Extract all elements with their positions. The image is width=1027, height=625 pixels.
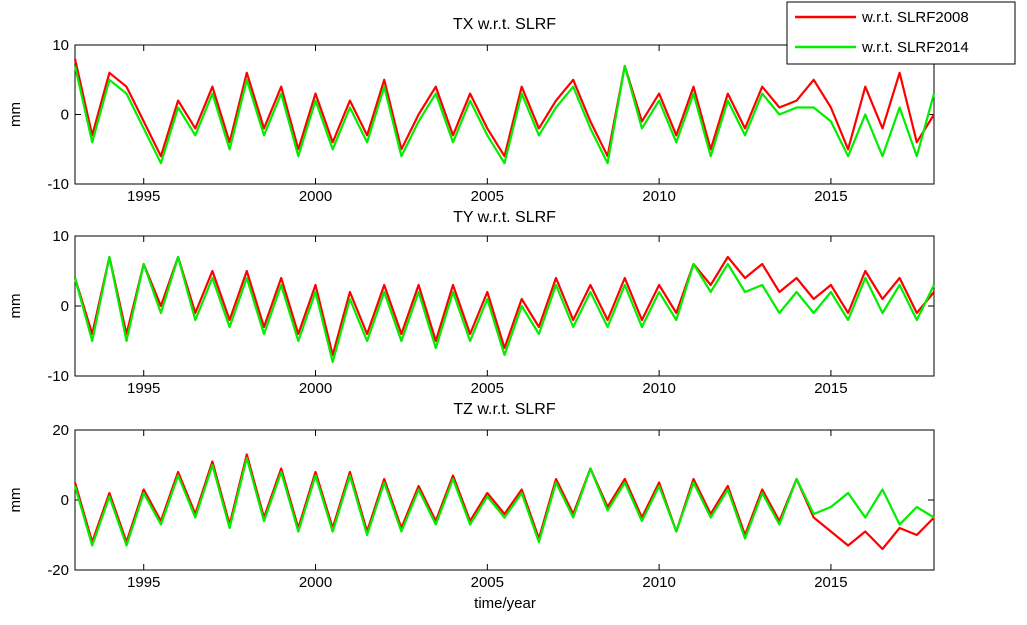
y-tick-label: 10 <box>52 37 69 54</box>
y-tick-label: 0 <box>61 492 69 509</box>
y-tick-label: -10 <box>47 368 69 385</box>
x-tick-label: 2005 <box>471 188 504 205</box>
y-tick-label: -20 <box>47 562 69 579</box>
legend-box <box>786 1 1016 65</box>
x-tick-label: 2010 <box>642 574 675 591</box>
x-tick-label: 2015 <box>814 188 847 205</box>
x-tick-label: 1995 <box>127 574 160 591</box>
x-tick-label: 2005 <box>471 574 504 591</box>
panel-title: TX w.r.t. SLRF <box>453 16 556 33</box>
x-tick-label: 2010 <box>642 188 675 205</box>
x-tick-label: 2015 <box>814 380 847 397</box>
y-tick-label: 10 <box>52 228 69 245</box>
plot-area <box>74 429 935 571</box>
legend-label-slrf2008: w.r.t. SLRF2008 <box>861 9 969 26</box>
y-tick-label: -10 <box>47 176 69 193</box>
x-tick-label: 2000 <box>299 380 332 397</box>
x-tick-label: 2015 <box>814 574 847 591</box>
series-line-w-r-t-slrf2014 <box>73 255 935 364</box>
x-tick-label: 2000 <box>299 574 332 591</box>
x-tick-label: 2000 <box>299 188 332 205</box>
x-axis-label: time/year <box>474 595 536 612</box>
series-line-w-r-t-slrf2008 <box>73 255 935 357</box>
panel-title: TY w.r.t. SLRF <box>453 209 556 226</box>
legend: w.r.t. SLRF2008 w.r.t. SLRF2014 <box>786 1 1016 65</box>
y-tick-label: 20 <box>52 422 69 439</box>
series-line-w-r-t-slrf2008 <box>73 58 935 158</box>
panel-ty: TY w.r.t. SLRF mm 1995 2000 2005 2010 2015 -10 0… <box>7 209 935 397</box>
x-tick-label: 2010 <box>642 380 675 397</box>
series-line-w-r-t-slrf2014 <box>73 456 935 547</box>
panel-tz: TZ w.r.t. SLRF mm 1995 2000 2005 2010 2015 -20 0… <box>7 401 935 591</box>
y-tick-label: 0 <box>61 107 69 124</box>
legend-label-slrf2014: w.r.t. SLRF2014 <box>861 39 969 56</box>
series-line-w-r-t-slrf2014 <box>73 64 936 165</box>
x-tick-label: 1995 <box>127 188 160 205</box>
y-axis-label: mm <box>7 102 24 127</box>
y-axis-label: mm <box>7 488 24 513</box>
y-tick-label: 0 <box>61 298 69 315</box>
y-axis-label: mm <box>7 294 24 319</box>
panel-title: TZ w.r.t. SLRF <box>453 401 555 418</box>
panel-tx: TX w.r.t. SLRF mm 1995 2000 2005 2010 2015 -10 0… <box>7 16 936 205</box>
x-tick-label: 1995 <box>127 380 160 397</box>
x-tick-label: 2005 <box>471 380 504 397</box>
